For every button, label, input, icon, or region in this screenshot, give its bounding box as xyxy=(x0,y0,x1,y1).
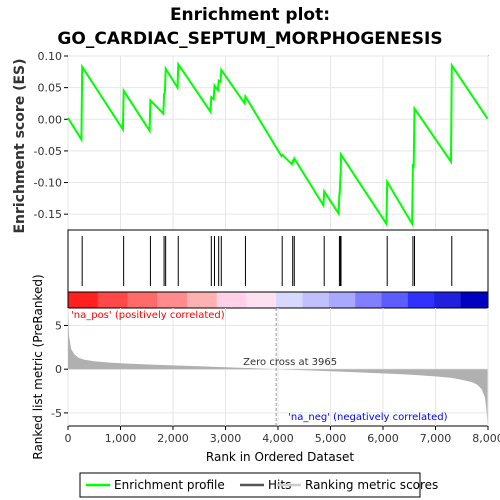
heatbar-segment xyxy=(216,292,247,308)
hits-panel xyxy=(67,229,489,293)
rank-tick-label: 5 xyxy=(55,319,62,332)
heatbar-segment xyxy=(407,292,435,308)
heatbar-segment xyxy=(302,292,330,308)
enrichment-profile-line xyxy=(67,61,489,228)
heatbar-segment xyxy=(328,292,356,308)
x-axis-label: Rank in Ordered Dataset xyxy=(206,450,354,464)
es-tick-label: 0.10 xyxy=(38,50,63,63)
heatbar-segment xyxy=(157,292,188,308)
negative-correlation-label: 'na_neg' (negatively correlated) xyxy=(288,412,447,423)
rank-tick-label: 0 xyxy=(55,363,62,376)
heatbar-segment xyxy=(355,292,383,308)
x-tick-label: 5,000 xyxy=(315,432,347,445)
heatbar-segment xyxy=(97,292,128,308)
enrichment-score-panel: 0.10 0.05 0.00 -0.05 -0.10 -0.15 xyxy=(34,50,489,231)
x-tick-label: 0 xyxy=(65,432,72,445)
legend-enrichment-profile: Enrichment profile xyxy=(114,478,225,492)
x-tick-label: 8,000 xyxy=(472,432,500,445)
chart-title-line-1: Enrichment plot: xyxy=(170,5,330,25)
x-tick-label: 4,000 xyxy=(262,432,294,445)
x-tick-label: 7,000 xyxy=(420,432,452,445)
ranking-heatbar xyxy=(67,291,489,309)
es-tick-label: 0.00 xyxy=(38,113,63,126)
hit-markers xyxy=(81,236,453,286)
es-y-axis-label: Enrichment score (ES) xyxy=(12,58,28,233)
rank-y-ticks: 5 0 -5 xyxy=(51,319,68,420)
rank-gridlines xyxy=(67,308,489,426)
ranked-metric-panel: 5 0 -5 Zero cross at 3965 'na_pos' (positi… xyxy=(51,307,489,427)
legend: Enrichment profile Hits Ranking metric s… xyxy=(79,472,438,498)
es-tick-label: 0.05 xyxy=(38,82,63,95)
x-tick-label: 6,000 xyxy=(367,432,399,445)
heatbar-segment xyxy=(68,292,99,308)
x-tick-label: 2,000 xyxy=(157,432,189,445)
heatbar-segment xyxy=(434,292,462,308)
chart-title-line-2: GO_CARDIAC_SEPTUM_MORPHOGENESIS xyxy=(57,29,442,49)
rank-y-axis-label: Ranked list metric (PreRanked) xyxy=(31,274,45,459)
heatbar-segments xyxy=(68,292,488,308)
hits-frame xyxy=(67,229,489,293)
es-y-ticks: 0.10 0.05 0.00 -0.05 -0.10 -0.15 xyxy=(34,50,68,221)
positive-correlation-label: 'na_pos' (positively correlated) xyxy=(71,310,225,321)
heatbar-segment xyxy=(460,292,488,308)
zero-cross-label: Zero cross at 3965 xyxy=(243,357,337,368)
ranking-metric-area xyxy=(68,309,488,425)
rank-tick-label: -5 xyxy=(51,407,62,420)
heatbar-segment xyxy=(246,292,277,308)
heatbar-segment xyxy=(186,292,218,308)
heatbar-segment xyxy=(381,292,409,308)
es-tick-label: -0.10 xyxy=(34,177,62,190)
x-axis-ticks: 0 1,000 2,000 3,000 4,000 5,000 6,000 7,000 8,00… xyxy=(65,426,500,445)
es-tick-label: -0.05 xyxy=(34,145,62,158)
es-tick-label: -0.15 xyxy=(34,208,62,221)
es-gridlines xyxy=(67,55,489,230)
heatbar-segment xyxy=(127,292,158,308)
x-tick-label: 3,000 xyxy=(210,432,242,445)
heatbar-segment xyxy=(276,292,304,308)
legend-ranking-metric-scores: Ranking metric scores xyxy=(305,478,438,492)
x-tick-label: 1,000 xyxy=(105,432,137,445)
